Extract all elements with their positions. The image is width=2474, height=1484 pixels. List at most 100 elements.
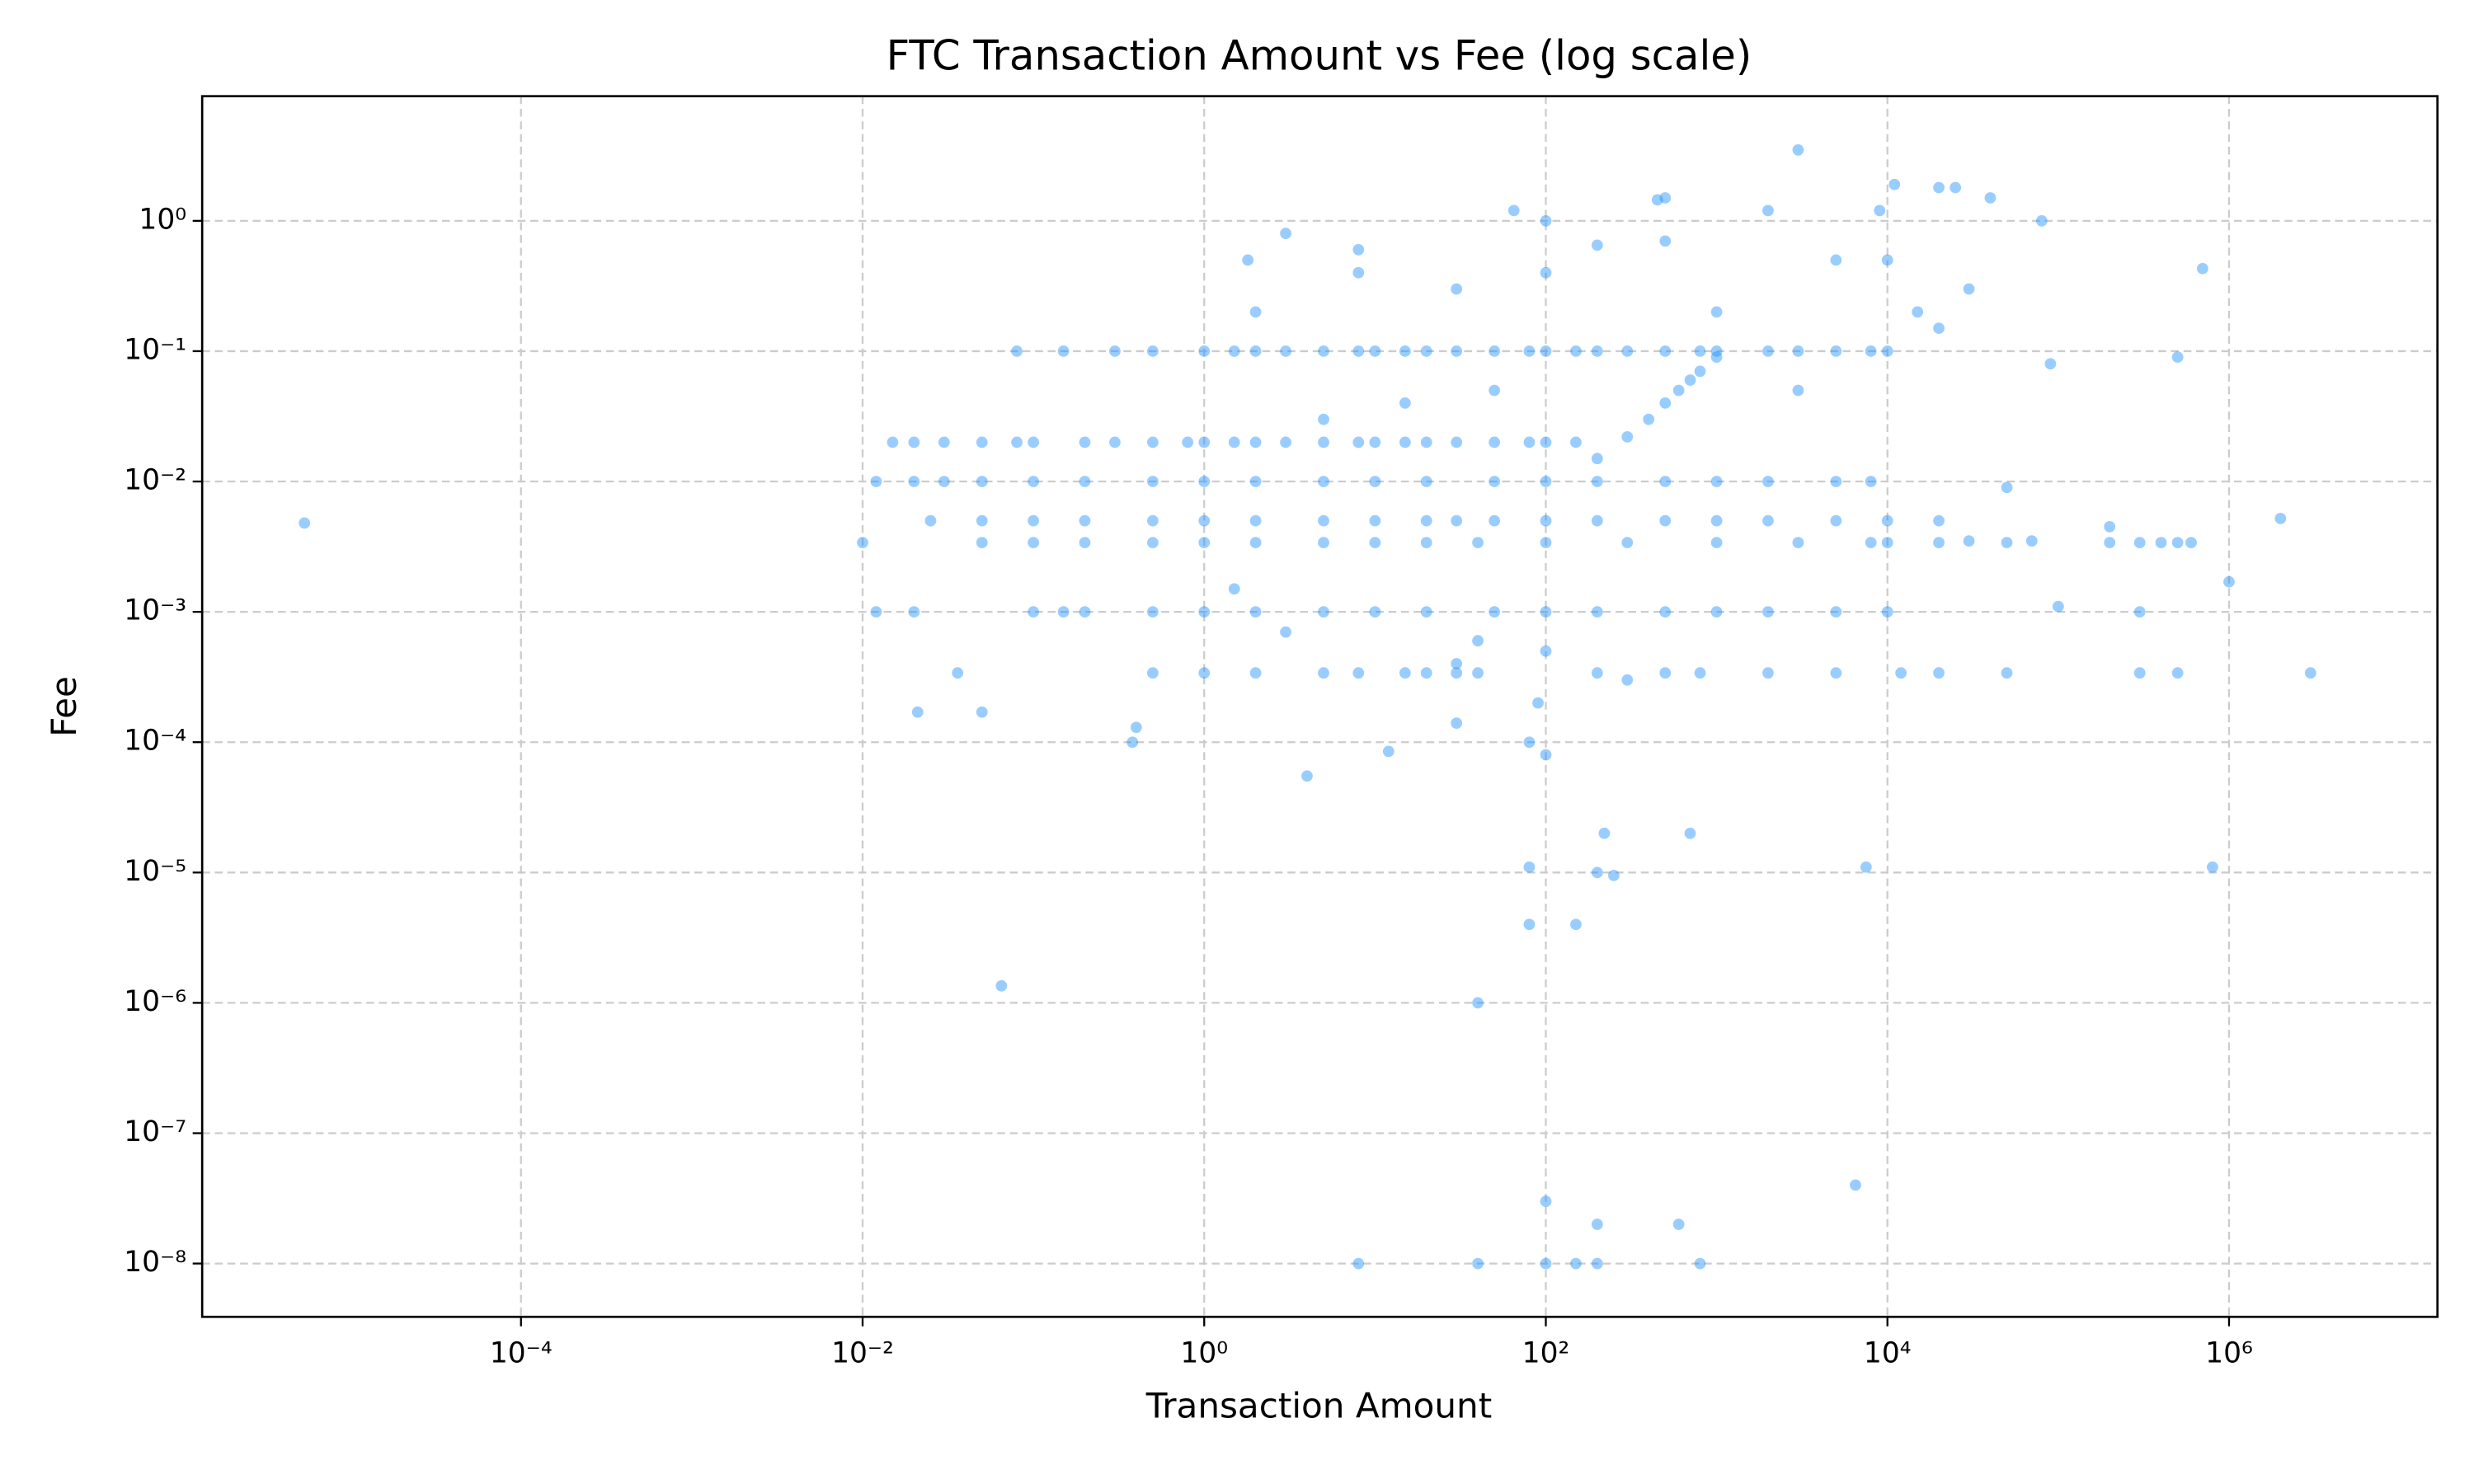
scatter-point <box>1280 345 1291 357</box>
scatter-point <box>1126 736 1139 749</box>
scatter-point <box>2035 214 2048 227</box>
scatter-point <box>1762 514 1774 527</box>
scatter-point <box>1109 345 1121 357</box>
scatter-point <box>1147 667 1159 679</box>
scatter-point <box>1472 1257 1484 1270</box>
scatter-point <box>1249 345 1262 357</box>
scatter-point <box>1399 345 1411 357</box>
scatter-point <box>1659 667 1672 679</box>
scatter-point <box>1672 384 1685 397</box>
x-tick-label: 10⁻² <box>831 1337 894 1370</box>
x-tick-label: 10⁻⁴ <box>490 1337 553 1370</box>
scatter-point <box>2001 537 2013 548</box>
scatter-point <box>1570 345 1582 357</box>
scatter-point <box>1318 345 1329 357</box>
scatter-point <box>1710 351 1723 364</box>
scatter-point <box>1130 721 1142 734</box>
scatter-point <box>1451 436 1463 448</box>
scatter-point <box>1523 918 1536 931</box>
scatter-point <box>2001 667 2013 679</box>
scatter-point <box>1318 667 1329 679</box>
scatter-point <box>1420 606 1432 618</box>
scatter-point <box>2044 358 2057 370</box>
scatter-point <box>1028 436 1040 448</box>
scatter-point <box>2104 520 2116 533</box>
scatter-point <box>1228 436 1240 448</box>
scatter-point <box>2133 606 2146 618</box>
scatter-point <box>1028 476 1040 487</box>
scatter-point <box>1830 476 1842 487</box>
scatter-point <box>1249 667 1262 679</box>
scatter-point <box>1621 345 1634 357</box>
scatter-point <box>1011 436 1023 448</box>
scatter-point <box>1198 606 1211 618</box>
scatter-point <box>1318 436 1329 448</box>
scatter-point <box>1399 667 1411 679</box>
scatter-point <box>299 517 311 529</box>
scatter-point <box>887 436 899 448</box>
scatter-point <box>1694 365 1706 378</box>
scatter-point <box>952 667 964 679</box>
scatter-point <box>1830 254 1842 266</box>
scatter-point <box>1318 606 1329 618</box>
scatter-point <box>908 476 920 487</box>
scatter-point <box>1933 322 1945 334</box>
scatter-point <box>2171 667 2184 679</box>
scatter-point <box>2207 861 2218 873</box>
scatter-point <box>1489 476 1501 487</box>
scatter-point <box>1830 514 1842 527</box>
scatter-point <box>1933 667 1945 679</box>
scatter-point <box>1659 345 1672 357</box>
scatter-point <box>1881 254 1893 266</box>
scatter-point <box>1420 537 1432 548</box>
x-tick-label: 10⁰ <box>1180 1337 1228 1370</box>
scatter-point <box>1881 606 1893 618</box>
axes: 10⁻⁴ 10⁻² 10⁰ 10² 10⁴ 10⁶ 10⁻⁸ 10⁻⁷ 10⁻⁶ 10⁻⁵ 10⁻⁴… <box>124 95 2439 1370</box>
scatter-point <box>1912 306 1924 318</box>
scatter-point <box>1591 1257 1603 1270</box>
scatter-point <box>2274 513 2287 524</box>
scatter-point <box>1659 476 1672 487</box>
chart-title: FTC Transaction Amount vs Fee (log scale… <box>887 31 1752 79</box>
scatter-point <box>2133 667 2146 679</box>
scatter-point <box>2171 537 2184 548</box>
scatter-point <box>2185 537 2197 548</box>
scatter-point <box>976 476 988 487</box>
scatter-point <box>1591 866 1603 879</box>
scatter-point <box>1079 537 1091 548</box>
scatter-point <box>1352 667 1365 679</box>
scatter-point <box>1228 345 1240 357</box>
scatter-point <box>1249 537 1262 548</box>
scatter-point <box>1591 1219 1603 1230</box>
scatter-point <box>1659 397 1672 409</box>
scatter-point <box>1198 345 1211 357</box>
plot-frame <box>200 95 2439 1318</box>
scatter-point <box>1540 606 1552 618</box>
scatter-point <box>1865 476 1877 487</box>
scatter-point <box>1643 413 1655 425</box>
scatter-point <box>1651 194 1663 206</box>
scatter-point <box>1523 861 1536 873</box>
scatter-point <box>2025 535 2038 547</box>
scatter-point <box>1710 514 1723 527</box>
scatter-point <box>1369 476 1381 487</box>
scatter-point <box>1472 537 1484 548</box>
scatter-point <box>1318 514 1329 527</box>
y-tick-label: 10⁻² <box>124 464 186 497</box>
scatter-point <box>1420 476 1432 487</box>
scatter-point <box>1963 283 1975 295</box>
scatter-point <box>1242 254 1253 266</box>
scatter-point <box>1684 827 1696 839</box>
scatter-point <box>1710 345 1723 357</box>
scatter-point <box>1489 606 1501 618</box>
scatter-point <box>995 979 1008 992</box>
scatter-point <box>1147 606 1159 618</box>
scatter-point <box>1792 345 1804 357</box>
x-tick-label: 10⁶ <box>2205 1337 2253 1370</box>
scatter-point <box>1933 181 1945 194</box>
y-axis-label: Fee <box>44 676 84 737</box>
scatter-point <box>1540 266 1552 279</box>
scatter-point <box>1830 667 1842 679</box>
scatter-point <box>908 606 920 618</box>
